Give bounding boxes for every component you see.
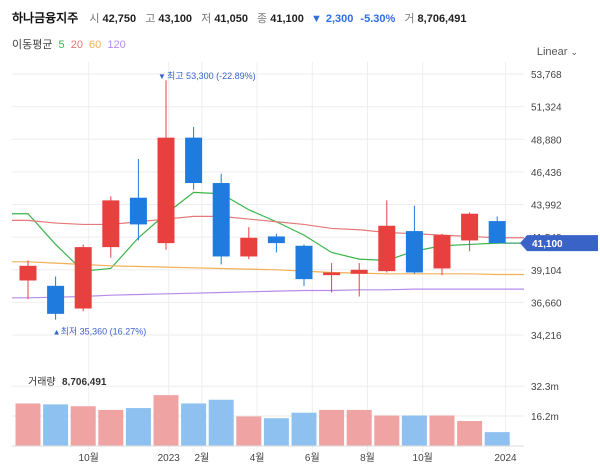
low-value: 41,050	[214, 13, 248, 25]
high-marker-icon: ▼	[158, 72, 166, 81]
volume-bar	[153, 395, 179, 446]
high-value: 43,100	[158, 13, 193, 25]
current-price-badge	[520, 235, 598, 252]
candle-body	[267, 236, 285, 244]
open-label: 시	[89, 13, 100, 25]
volume-bar	[319, 409, 345, 446]
candle-body	[240, 237, 258, 257]
volume-bar	[263, 418, 289, 446]
ma-legend-60[interactable]: 60	[89, 39, 102, 51]
volume-bar	[98, 409, 124, 446]
candle-body	[74, 247, 92, 309]
high-label: 고	[145, 13, 156, 25]
quote-header: 하나금융지주 시 42,750 고 43,100 저 41,050 종 41,1…	[12, 9, 470, 26]
volume-value: 8,706,491	[417, 13, 467, 25]
stock-name: 하나금융지주	[12, 11, 79, 25]
volume-bar	[208, 399, 234, 446]
candle-body	[433, 235, 451, 269]
scale-label: Linear	[536, 46, 568, 58]
volume-bar	[125, 408, 151, 446]
y-tick-label: 34,216	[531, 331, 562, 342]
ma-legend-20[interactable]: 20	[70, 39, 83, 51]
close-label: 종	[257, 13, 268, 25]
volume-bar	[181, 403, 207, 446]
volume-bar	[429, 415, 455, 446]
volume-section-value: 8,706,491	[62, 377, 107, 388]
volume-bar	[43, 404, 69, 446]
x-tick-label: 10월	[413, 452, 433, 464]
ma-legend-5[interactable]: 5	[58, 39, 65, 51]
volume-bar	[346, 409, 372, 446]
candle-body	[488, 221, 506, 244]
y-tick-label: 53,768	[531, 70, 562, 81]
x-tick-label: 2024	[494, 453, 517, 464]
candle-body	[19, 265, 37, 281]
change-percent: -5.30%	[360, 13, 396, 25]
candle-body	[157, 137, 175, 244]
volume-tick-label: 16.2m	[531, 412, 559, 423]
candle-body	[185, 137, 203, 184]
y-tick-label: 51,324	[531, 103, 562, 114]
volume-bar	[484, 432, 510, 446]
ma-legend-label: 이동평균	[12, 39, 53, 51]
change-value: 2,300	[325, 13, 354, 25]
y-tick-label: 36,660	[531, 298, 562, 309]
candle-body	[295, 245, 313, 280]
x-tick-label: 2월	[194, 452, 209, 464]
volume-bar	[236, 416, 262, 446]
volume-section-label: 거래량	[28, 376, 56, 388]
volume-bar	[291, 412, 317, 446]
volume-bar	[401, 415, 427, 446]
x-tick-label: 4월	[250, 452, 265, 464]
x-tick-label: 10월	[79, 452, 99, 464]
y-tick-label: 48,880	[531, 135, 562, 146]
candle-body	[350, 269, 368, 274]
x-tick-label: 2023	[158, 453, 181, 464]
candle-body	[378, 225, 396, 272]
low-label: 저	[201, 13, 212, 25]
high-annotation: 최고 53,300 (-22.89%)	[167, 71, 256, 81]
current-price-label: 41,100	[532, 239, 563, 250]
volume-bar	[15, 403, 41, 446]
low-marker-icon: ▲	[53, 328, 61, 337]
ma-line-20	[12, 215, 524, 239]
moving-average-legend: 이동평균 5 20 60 120	[12, 36, 126, 52]
ma-legend-120[interactable]: 120	[107, 39, 126, 51]
candle-body	[323, 272, 341, 276]
open-value: 42,750	[102, 13, 137, 25]
candle-body	[47, 285, 65, 314]
candle-body	[129, 197, 147, 225]
volume-bar	[457, 421, 483, 446]
low-annotation: 최저 35,360 (16.27%)	[61, 327, 147, 337]
volume-bar	[374, 415, 400, 446]
x-tick-label: 6월	[305, 452, 320, 464]
x-tick-label: 8월	[360, 452, 375, 464]
candle-body	[102, 200, 120, 248]
volume-label: 거	[404, 13, 415, 25]
volume-bar	[70, 406, 96, 446]
candle-body	[461, 213, 479, 241]
y-tick-label: 39,104	[531, 266, 562, 277]
close-value: 41,100	[270, 13, 304, 25]
candle-body	[405, 231, 423, 273]
y-tick-label: 43,992	[531, 201, 562, 212]
y-tick-label: 46,436	[531, 168, 562, 179]
change-down-arrow-icon: ▼	[310, 13, 322, 25]
chevron-down-icon: ⌄	[570, 47, 578, 57]
volume-tick-label: 32.3m	[531, 382, 559, 393]
candle-body	[212, 183, 230, 257]
scale-selector[interactable]: Linear ⌄	[537, 46, 578, 58]
